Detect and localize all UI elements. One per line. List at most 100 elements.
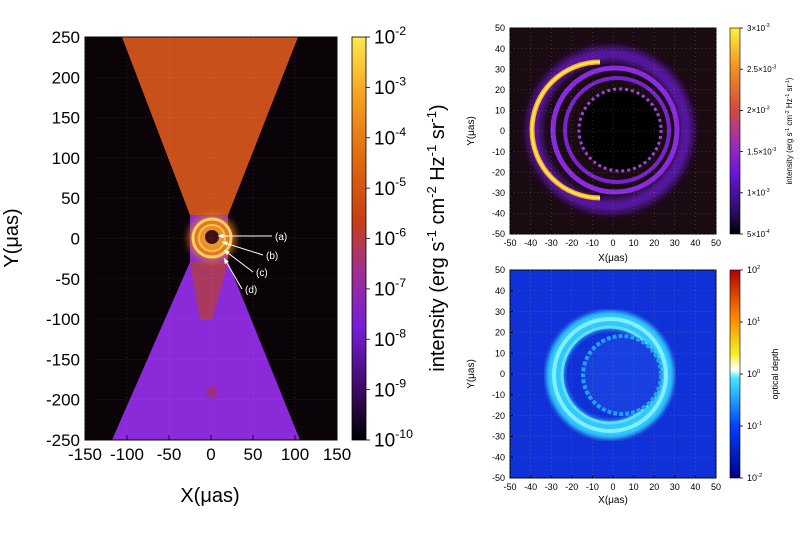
left-ytick-label: -200 [46,391,80,410]
tr-colorbar-label: intensity (erg s-1 cm-2 Hz-1 sr-1) [785,77,794,184]
br-ytick-label: 20 [495,328,505,338]
br-xtick-label: -50 [503,482,516,492]
br-xtick-label: 40 [690,482,700,492]
left-colorbar [351,36,367,441]
left-image [85,37,337,440]
left-xtick-label: -50 [157,445,182,464]
br-colorbar [729,269,741,479]
tr-ytick-label: 50 [495,23,505,33]
br-ytick-label: 50 [495,265,505,275]
left-ytick-label: -150 [46,350,80,369]
br-ytick-label: -50 [492,473,505,483]
left-xtick-label: -100 [110,445,144,464]
annotation-arrow [221,241,264,256]
tr-xtick-label: -10 [586,238,599,248]
annotation-label: (a) [275,232,287,243]
br-ring-outer [552,317,668,433]
br-cbar-tick-label: 101 [747,317,760,327]
annotation-arrowhead [222,241,228,246]
tr-ytick-label: 10 [495,106,505,116]
tr-xlabel: X(μas) [598,253,628,264]
br-ytick-label: -40 [492,452,505,462]
left-xlabel: X(μas) [180,485,239,507]
annotation-label: (c) [256,268,268,279]
left-ytick-label: 50 [61,189,80,208]
left-shadow [205,230,219,244]
br-cbar-tick-label: 100 [747,369,761,379]
left-xtick-label: 100 [281,445,309,464]
tr-ring-outer [550,65,680,195]
left-cbar-tick-label: 10-2 [374,24,406,49]
left-annotation-arrows: (a) (b) (c) (d) [218,232,287,296]
tr-cbar-tick-label: 3×10-3 [747,23,770,33]
annotation-arrowhead [224,258,229,264]
br-xlabel: X(μas) [598,495,628,506]
br-ytick-label: -30 [492,432,505,442]
tr-ytick-label: -40 [492,209,505,219]
left-cbar-tick-label: 10-4 [374,125,406,150]
left-lower-blob [202,382,222,402]
br-cbar-tick-label: 102 [747,265,760,275]
tr-xtick-label: -20 [565,238,578,248]
tr-ytick-label: -30 [492,188,505,198]
br-xtick-label: -30 [545,482,558,492]
br-xtick-label: 20 [649,482,659,492]
tr-xtick-label: 30 [670,238,680,248]
left-colorbar-label: intensity (erg s-1 cm-2 Hz-1 sr-1) [424,104,449,371]
br-cbar-tick-label: 10-1 [747,421,762,431]
tr-ytick-label: -50 [492,229,505,239]
left-ytick-label: 100 [52,149,80,168]
left-cbar-tick-label: 10-3 [374,74,406,99]
br-xtick-label: 30 [670,482,680,492]
left-ytick-label: 250 [52,28,80,47]
left-ytick-label: 150 [52,109,80,128]
br-colorbar-label: optical depth [770,348,780,399]
tr-ring-mid [563,76,671,184]
tr-bright-arc-core [531,61,601,199]
br-xtick-label: 0 [610,482,615,492]
br-ytick-label: -10 [492,390,505,400]
tr-xtick-label: 50 [711,238,721,248]
tr-cbar-tick-label: 5×10-4 [747,229,770,239]
tr-shadow [577,87,663,173]
left-cbar-tick-label: 10-7 [374,276,406,301]
tr-ytick-label: 20 [495,85,505,95]
tr-ytick-label: -10 [492,147,505,157]
br-ytick-label: 30 [495,307,505,317]
tr-ytick-label: 0 [500,126,505,136]
left-xtick-label: 150 [323,445,351,464]
left-cbar-tick-label: 10-8 [374,326,406,351]
left-ytick-label: -100 [46,310,80,329]
tr-ylabel: Y(μas) [466,116,477,146]
tr-cbar-tick-label: 2×10-3 [747,106,770,116]
tr-xtick-label: 20 [649,238,659,248]
bottom-right-panel: -50 -40 -30 -20 -10 0 10 20 30 40 5050403020100-10… [466,265,780,506]
tr-xtick-label: -50 [503,238,516,248]
br-ytick-label: 10 [495,348,505,358]
bottom-right-image [510,270,716,478]
left-cbar-tick-label: 10-9 [374,377,406,402]
left-ylabel: Y(μas) [1,208,23,267]
tr-axes: -50 -40 -30 -20 -10 0 10 20 30 40 50 50 40 30 20 10 0 -10… [492,23,721,248]
br-ytick-label: 0 [500,369,505,379]
left-axes: -150 -100 -50 0 50 100 150 250 200 150 100 50 0 -50 -1… [46,28,351,464]
tr-cbar-tick-label: 1×10-3 [747,188,770,198]
left-colorbar-ticks: 10-2 10-3 10-4 10-5 10-6 10-7 10-8 10-9 10-10 [366,24,413,452]
tr-ytick-label: -20 [492,167,505,177]
top-right-image [510,28,716,234]
br-colorbar-ticks: 102 101 100 10-1 10-2 [740,265,762,483]
left-upper-cone [122,37,298,215]
left-lower-cone [190,262,228,320]
br-inner-disk [581,334,663,416]
left-ytick-label: -250 [46,431,80,450]
left-ytick-label: -50 [55,270,80,289]
left-cbar-tick-label: 10-6 [374,226,406,251]
left-ytick-label: 0 [71,229,80,248]
annotation-arrow [223,249,254,273]
annotation-label: (d) [245,285,257,296]
annotation-arrowhead [218,233,224,239]
left-xtick-label: 50 [244,445,263,464]
left-ring-inner [198,224,226,252]
tr-colorbar [729,27,741,235]
